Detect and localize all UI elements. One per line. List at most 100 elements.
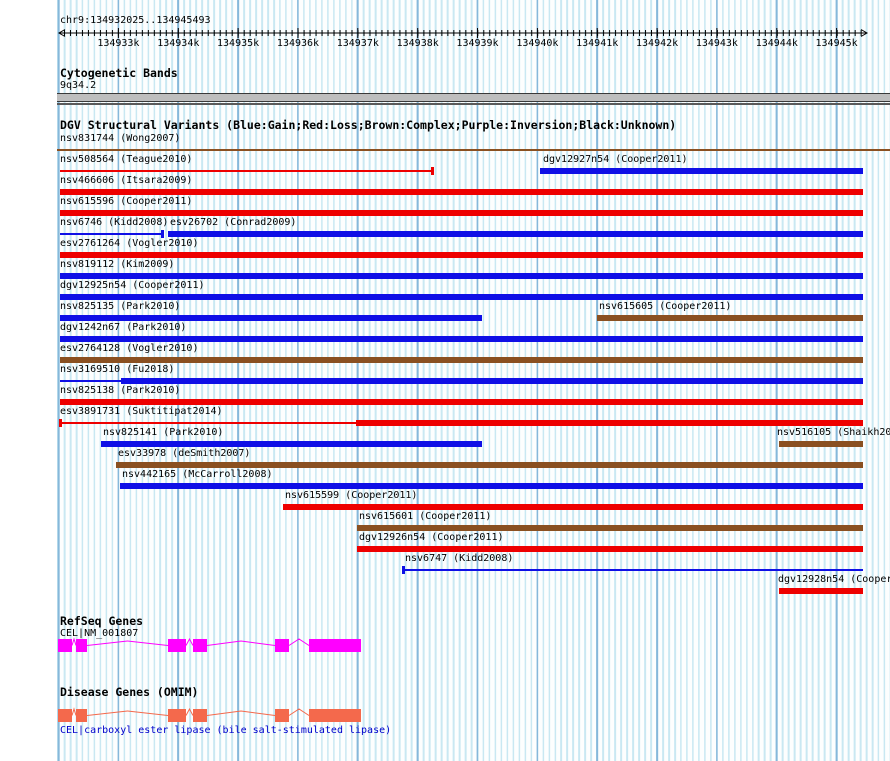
- dgv-feature-bar[interactable]: [779, 441, 863, 447]
- dgv-feature-label[interactable]: nsv466606 (Itsara2009): [60, 175, 193, 186]
- dgv-feature-label[interactable]: nsv6747 (Kidd2008): [405, 553, 514, 564]
- dgv-feature-bar[interactable]: [60, 315, 482, 321]
- omim-gene-glyph[interactable]: [0, 706, 430, 726]
- dgv-feature-label[interactable]: esv2764128 (Vogler2010): [60, 343, 199, 354]
- ruler-tick-label: 134938k: [397, 38, 439, 49]
- dgv-feature-label[interactable]: nsv825141 (Park2010): [103, 427, 224, 438]
- ruler-tick-label: 134935k: [217, 38, 259, 49]
- dgv-feature-bar[interactable]: [283, 504, 863, 510]
- section-title-dgv: DGV Structural Variants (Blue:Gain;Red:L…: [60, 118, 677, 132]
- dgv-feature-label[interactable]: nsv442165 (McCarroll2008): [122, 469, 273, 480]
- ruler-tick-label: 134936k: [277, 38, 319, 49]
- dgv-feature-bar[interactable]: [120, 483, 863, 489]
- dgv-feature-bar[interactable]: [597, 315, 863, 321]
- ruler-left-arrow-icon: [58, 29, 66, 37]
- dgv-feature-line[interactable]: [403, 569, 863, 571]
- exon-box[interactable]: [76, 639, 87, 652]
- dgv-feature-bar[interactable]: [116, 462, 863, 468]
- dgv-feature-label[interactable]: nsv615596 (Cooper2011): [60, 196, 193, 207]
- section-title-cytobands: Cytogenetic Bands: [60, 66, 178, 80]
- intron-line: [71, 637, 310, 646]
- exon-box[interactable]: [58, 709, 72, 722]
- dgv-feature-bar[interactable]: [357, 525, 863, 531]
- dgv-feature-label[interactable]: dgv12927n54 (Cooper2011): [543, 154, 688, 165]
- dgv-feature-bar[interactable]: [168, 231, 863, 237]
- dgv-feature-label[interactable]: nsv615605 (Cooper2011): [599, 301, 732, 312]
- omim-gene-label[interactable]: CEL|carboxyl ester lipase (bile salt-sti…: [60, 725, 392, 736]
- dgv-feature-label[interactable]: nsv831744 (Wong2007): [60, 133, 181, 144]
- dgv-feature-bar[interactable]: [60, 357, 863, 363]
- dgv-feature-label[interactable]: dgv1242n67 (Park2010): [60, 322, 187, 333]
- cytoband-name[interactable]: 9q34.2: [60, 80, 97, 91]
- ruler-tick-label: 134944k: [756, 38, 798, 49]
- dgv-feature-line[interactable]: [60, 422, 356, 424]
- cytoband-underline: [57, 103, 890, 105]
- refseq-gene-glyph[interactable]: [0, 636, 430, 656]
- ruler-tick-label: 134942k: [636, 38, 678, 49]
- dgv-feature-label[interactable]: esv2761264 (Vogler2010): [60, 238, 199, 249]
- ruler-tick-label: 134933k: [97, 38, 139, 49]
- dgv-feature-label[interactable]: nsv508564 (Teague2010): [60, 154, 193, 165]
- ruler-tick-label: 134945k: [816, 38, 858, 49]
- exon-box[interactable]: [193, 709, 207, 722]
- exon-box[interactable]: [193, 639, 207, 652]
- dgv-feature-label[interactable]: nsv825135 (Park2010): [60, 301, 181, 312]
- section-title-omim: Disease Genes (OMIM): [60, 685, 199, 699]
- dgv-feature-label[interactable]: nsv6746 (Kidd2008): [60, 217, 169, 228]
- exon-box[interactable]: [275, 709, 289, 722]
- dgv-feature-end-tick: [161, 230, 164, 238]
- ruler: 134933k 134934k 134935k 134936k 134937k 13493…: [58, 28, 868, 49]
- dgv-feature-line[interactable]: [60, 233, 163, 235]
- exon-box[interactable]: [309, 639, 361, 652]
- section-title-refseq: RefSeq Genes: [60, 614, 144, 628]
- dgv-feature-label[interactable]: nsv615601 (Cooper2011): [359, 511, 492, 522]
- dgv-feature-line[interactable]: [60, 170, 433, 172]
- intron-line: [71, 707, 310, 716]
- dgv-feature-bar[interactable]: [60, 189, 863, 195]
- ruler-tick-label: 134941k: [576, 38, 618, 49]
- dgv-feature-bar[interactable]: [60, 399, 863, 405]
- ruler-major-ticks: [117, 28, 838, 38]
- dgv-feature-bar[interactable]: [356, 420, 863, 426]
- exon-box[interactable]: [58, 639, 72, 652]
- dgv-feature-bar[interactable]: [60, 294, 863, 300]
- ruler-right-arrow-icon: [860, 29, 868, 37]
- dgv-feature-line[interactable]: [57, 149, 890, 151]
- dgv-feature-label[interactable]: dgv12926n54 (Cooper2011): [359, 532, 504, 543]
- dgv-feature-bar[interactable]: [60, 336, 863, 342]
- ruler-tick-label: 134943k: [696, 38, 738, 49]
- dgv-feature-bar[interactable]: [779, 588, 863, 594]
- dgv-feature-end-tick: [431, 167, 434, 175]
- cytoband-bar[interactable]: [57, 93, 890, 102]
- dgv-feature-bar[interactable]: [540, 168, 863, 174]
- dgv-feature-label[interactable]: nsv516105 (Shaikh20: [777, 427, 890, 438]
- dgv-feature-label[interactable]: nsv3169510 (Fu2018): [60, 364, 175, 375]
- ruler-tick-label: 134940k: [516, 38, 558, 49]
- dgv-feature-label[interactable]: esv33978 (deSmith2007): [118, 448, 251, 459]
- ruler-tick-label: 134937k: [337, 38, 379, 49]
- dgv-feature-bar[interactable]: [121, 378, 863, 384]
- dgv-feature-bar[interactable]: [357, 546, 863, 552]
- exon-box[interactable]: [275, 639, 289, 652]
- ruler-tick-label: 134939k: [456, 38, 498, 49]
- dgv-feature-label[interactable]: dgv12925n54 (Cooper2011): [60, 280, 205, 291]
- dgv-feature-label[interactable]: nsv615599 (Cooper2011): [285, 490, 418, 501]
- exon-box[interactable]: [168, 709, 186, 722]
- dgv-feature-label[interactable]: dgv12928n54 (Cooper: [778, 574, 890, 585]
- ruler-tick-label: 134934k: [157, 38, 199, 49]
- dgv-feature-label[interactable]: nsv825138 (Park2010): [60, 385, 181, 396]
- exon-box[interactable]: [168, 639, 186, 652]
- dgv-feature-label[interactable]: nsv819112 (Kim2009): [60, 259, 175, 270]
- dgv-feature-bar[interactable]: [60, 273, 863, 279]
- dgv-feature-bar[interactable]: [60, 252, 863, 258]
- dgv-feature-bar[interactable]: [101, 441, 482, 447]
- region-label: chr9:134932025..134945493: [60, 15, 211, 26]
- dgv-feature-label[interactable]: esv3891731 (Suktitipat2014): [60, 406, 223, 417]
- exon-box[interactable]: [76, 709, 87, 722]
- exon-box[interactable]: [309, 709, 361, 722]
- refseq-gene-label[interactable]: CEL|NM_001807: [60, 628, 139, 639]
- dgv-feature-bar[interactable]: [60, 210, 863, 216]
- dgv-feature-line[interactable]: [60, 380, 121, 382]
- dgv-feature-label[interactable]: esv26702 (Conrad2009): [170, 217, 297, 228]
